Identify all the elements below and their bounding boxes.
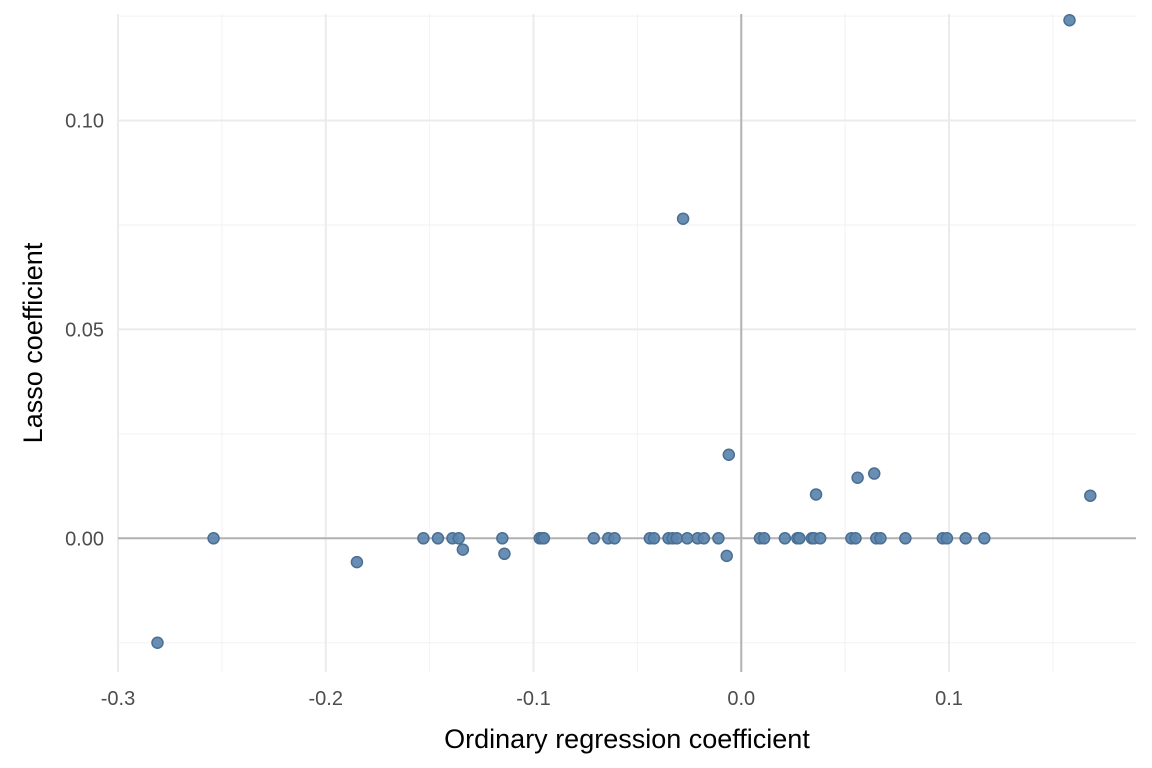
data-point [813, 532, 827, 545]
data-point [452, 532, 465, 545]
x-tick-label: -0.1 [516, 688, 550, 710]
data-point [867, 467, 881, 480]
x-tick-label: -0.2 [309, 688, 343, 710]
data-point [851, 471, 864, 484]
data-point [712, 532, 725, 545]
y-tick-label: 0.00 [65, 528, 104, 550]
data-point [778, 532, 792, 545]
data-point [940, 532, 954, 545]
data-point [697, 532, 711, 545]
zero-reference-lines [118, 14, 1136, 672]
data-point [757, 532, 771, 545]
y-axis-tick-labels: 0.00 0.05 0.10 [65, 111, 104, 551]
data-point [417, 532, 430, 545]
minor-gridlines [118, 14, 1136, 672]
data-point [207, 532, 220, 545]
data-point [959, 532, 972, 545]
data-point [676, 212, 690, 225]
x-tick-label: -0.3 [101, 688, 135, 710]
data-point [431, 532, 445, 545]
data-point [587, 532, 601, 545]
data-point [793, 532, 806, 545]
x-tick-label: 0.0 [727, 688, 755, 710]
data-point [978, 532, 991, 545]
data-point [899, 532, 912, 545]
data-points [151, 14, 1097, 650]
data-point [1063, 14, 1076, 27]
data-point [680, 532, 694, 545]
y-tick-label: 0.10 [65, 111, 104, 133]
x-axis-title: Ordinary regression coefficient [444, 724, 810, 754]
data-point [874, 532, 887, 545]
x-axis-tick-labels: -0.3 -0.2 -0.1 0.0 0.1 [101, 688, 963, 710]
data-point [151, 636, 164, 650]
data-point [849, 532, 862, 545]
data-point [537, 532, 551, 545]
data-point [456, 543, 470, 556]
data-point [722, 448, 736, 462]
data-point [608, 532, 621, 545]
major-gridlines [117, 14, 1136, 672]
y-axis-title: Lasso coefficient [18, 242, 48, 443]
data-point [809, 488, 823, 501]
data-point [498, 547, 511, 561]
data-point [496, 532, 509, 545]
x-tick-label: 0.1 [935, 688, 963, 710]
data-point [720, 549, 733, 563]
data-point [670, 532, 684, 545]
data-point [647, 532, 661, 545]
data-point [350, 555, 364, 569]
data-point [1084, 489, 1097, 502]
y-tick-label: 0.05 [65, 319, 104, 341]
